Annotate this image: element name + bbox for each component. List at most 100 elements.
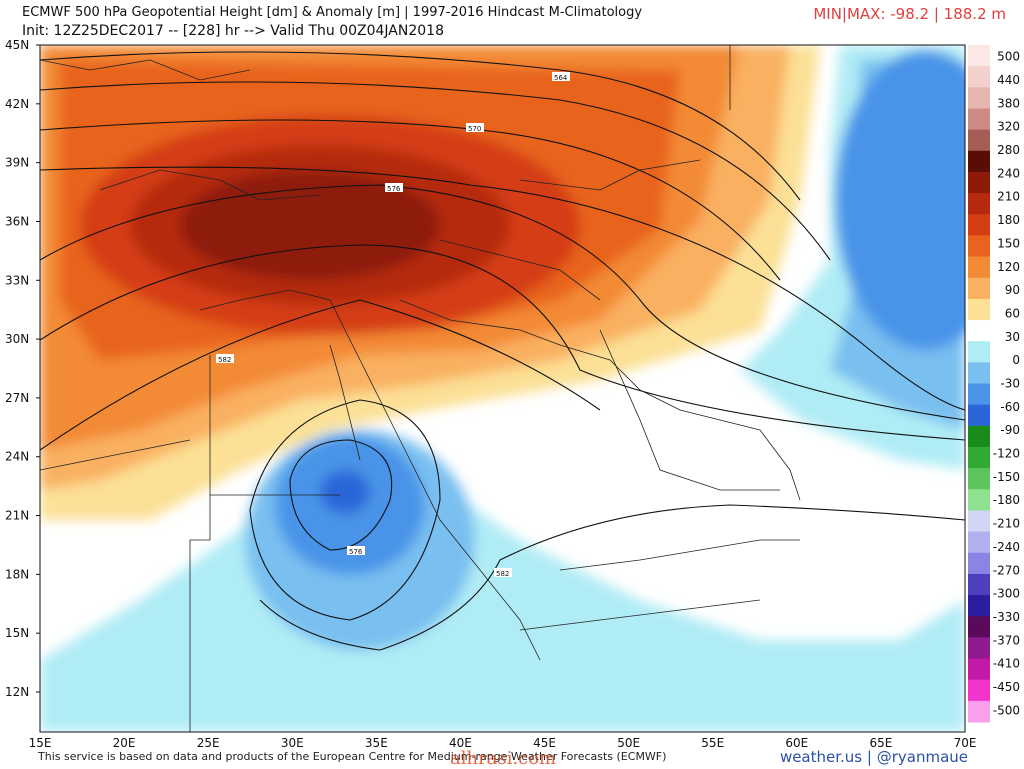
colorbar-swatch bbox=[968, 552, 990, 575]
colorbar-label: 180 bbox=[997, 213, 1020, 227]
colorbar-label: 240 bbox=[997, 166, 1020, 180]
lat-label: 42N bbox=[5, 97, 29, 111]
site-credit[interactable]: weather.us | @ryanmaue bbox=[779, 748, 968, 766]
colorbar-swatch bbox=[968, 510, 990, 533]
colorbar-swatch bbox=[968, 129, 990, 152]
lat-label: 33N bbox=[5, 273, 29, 287]
colorbar-swatch bbox=[968, 87, 990, 109]
contour-label-576: 576 bbox=[387, 185, 401, 193]
map-frame bbox=[39, 44, 966, 733]
lon-label: 45E bbox=[533, 736, 556, 750]
colorbar-swatch bbox=[968, 320, 990, 342]
colorbar-label: -370 bbox=[993, 633, 1020, 647]
colorbar-label: 30 bbox=[1005, 330, 1020, 344]
lat-label: 12N bbox=[5, 685, 29, 699]
colorbar-label: -270 bbox=[993, 563, 1020, 577]
lon-label: 15E bbox=[29, 736, 52, 750]
colorbar-label: 60 bbox=[1005, 306, 1020, 320]
colorbar-swatch bbox=[968, 658, 990, 681]
colorbar-label: -90 bbox=[1000, 423, 1020, 437]
colorbar-swatch bbox=[968, 573, 990, 596]
lat-label: 24N bbox=[5, 450, 29, 464]
colorbar-label: -500 bbox=[993, 703, 1020, 717]
lon-label: 60E bbox=[785, 736, 808, 750]
contour-label-582: 582 bbox=[218, 356, 231, 364]
colorbar-label: 120 bbox=[997, 260, 1020, 274]
colorbar-label: 320 bbox=[997, 120, 1020, 134]
colorbar-label: 380 bbox=[997, 96, 1020, 110]
anomaly-field: 564 570 576 582 576 582 bbox=[40, 45, 965, 732]
colorbar-swatch bbox=[968, 489, 990, 511]
colorbar-label: -450 bbox=[993, 680, 1020, 694]
lon-label: 65E bbox=[869, 736, 892, 750]
lat-label: 21N bbox=[5, 509, 29, 523]
colorbar-label: 210 bbox=[997, 190, 1020, 204]
colorbar-swatch bbox=[968, 531, 990, 554]
colorbar-swatch bbox=[968, 214, 990, 236]
contour-labels: 564 570 576 582 576 582 bbox=[216, 72, 570, 578]
colorbar-label: -150 bbox=[993, 470, 1020, 484]
colorbar-label: 440 bbox=[997, 73, 1020, 87]
colorbar-swatch bbox=[968, 66, 990, 88]
colorbar-label: -330 bbox=[993, 610, 1020, 624]
minmax-readout: MIN|MAX: -98.2 | 188.2 m bbox=[813, 5, 1006, 23]
colorbar-swatch bbox=[968, 468, 990, 490]
colorbar-swatch bbox=[968, 256, 990, 279]
colorbar-swatch bbox=[968, 700, 990, 723]
lat-label: 27N bbox=[5, 391, 29, 405]
lat-label: 15N bbox=[5, 626, 29, 640]
colorbar-swatch bbox=[968, 595, 990, 617]
country-borders bbox=[40, 45, 801, 732]
colorbar-swatch bbox=[968, 108, 990, 131]
contour-label-564: 564 bbox=[554, 74, 568, 82]
colorbar-swatch bbox=[968, 193, 990, 215]
lat-label: 39N bbox=[5, 156, 29, 170]
lon-label: 30E bbox=[281, 736, 304, 750]
contour-label-576-low: 576 bbox=[349, 548, 363, 556]
watermark: alhrasi.com bbox=[450, 748, 557, 769]
colorbar-label: 0 bbox=[1012, 353, 1020, 367]
colorbar-label: 500 bbox=[997, 50, 1020, 64]
colorbar-swatch bbox=[968, 150, 990, 173]
lon-label: 40E bbox=[449, 736, 472, 750]
lon-label: 20E bbox=[113, 736, 136, 750]
colorbar-label: -210 bbox=[993, 517, 1020, 531]
longitude-labels: 15E 20E 25E 30E 35E 40E 45E 50E 55E 60E 65E 70E bbox=[29, 736, 977, 750]
colorbar-label: -300 bbox=[993, 587, 1020, 601]
colorbar: 500 440 380 320 280 240 210 180 150 120 90 60 30 0 -30… bbox=[968, 45, 1020, 723]
colorbar-label: -30 bbox=[1000, 377, 1020, 391]
colorbar-swatch bbox=[968, 404, 990, 427]
contour-label-570: 570 bbox=[468, 125, 481, 133]
chart-title: ECMWF 500 hPa Geopotential Height [dm] &… bbox=[22, 5, 643, 20]
colorbar-swatch bbox=[968, 171, 990, 194]
lon-label: 35E bbox=[365, 736, 388, 750]
init-valid-line: Init: 12Z25DEC2017 -- [228] hr --> Valid… bbox=[22, 23, 444, 39]
colorbar-swatch bbox=[968, 45, 990, 67]
latitude-labels: 45N 42N 39N 36N 33N 30N 27N 24N 21N 18N 15N 12N bbox=[5, 38, 40, 699]
lat-label: 45N bbox=[5, 38, 29, 52]
colorbar-swatch bbox=[968, 679, 990, 702]
lat-label: 30N bbox=[5, 332, 29, 346]
contour-label-582-south: 582 bbox=[496, 570, 509, 578]
colorbar-label: -60 bbox=[1000, 400, 1020, 414]
colorbar-label: -180 bbox=[993, 493, 1020, 507]
colorbar-swatch bbox=[968, 362, 990, 384]
lon-label: 25E bbox=[197, 736, 220, 750]
lat-label: 18N bbox=[5, 567, 29, 581]
colorbar-label: 90 bbox=[1005, 283, 1020, 297]
ecmwf-credit: This service is based on data and produc… bbox=[38, 750, 667, 763]
colorbar-label: -120 bbox=[993, 447, 1020, 461]
colorbar-swatch bbox=[968, 383, 990, 406]
colorbar-swatch bbox=[968, 298, 990, 321]
lat-label: 36N bbox=[5, 214, 29, 228]
colorbar-swatch bbox=[968, 425, 990, 448]
lon-label: 70E bbox=[954, 736, 977, 750]
colorbar-swatch bbox=[968, 616, 990, 638]
colorbar-swatch bbox=[968, 341, 990, 363]
colorbar-label: -410 bbox=[993, 657, 1020, 671]
lon-label: 50E bbox=[617, 736, 640, 750]
colorbar-label: 150 bbox=[997, 236, 1020, 250]
colorbar-swatch bbox=[968, 277, 990, 300]
colorbar-label: 280 bbox=[997, 143, 1020, 157]
